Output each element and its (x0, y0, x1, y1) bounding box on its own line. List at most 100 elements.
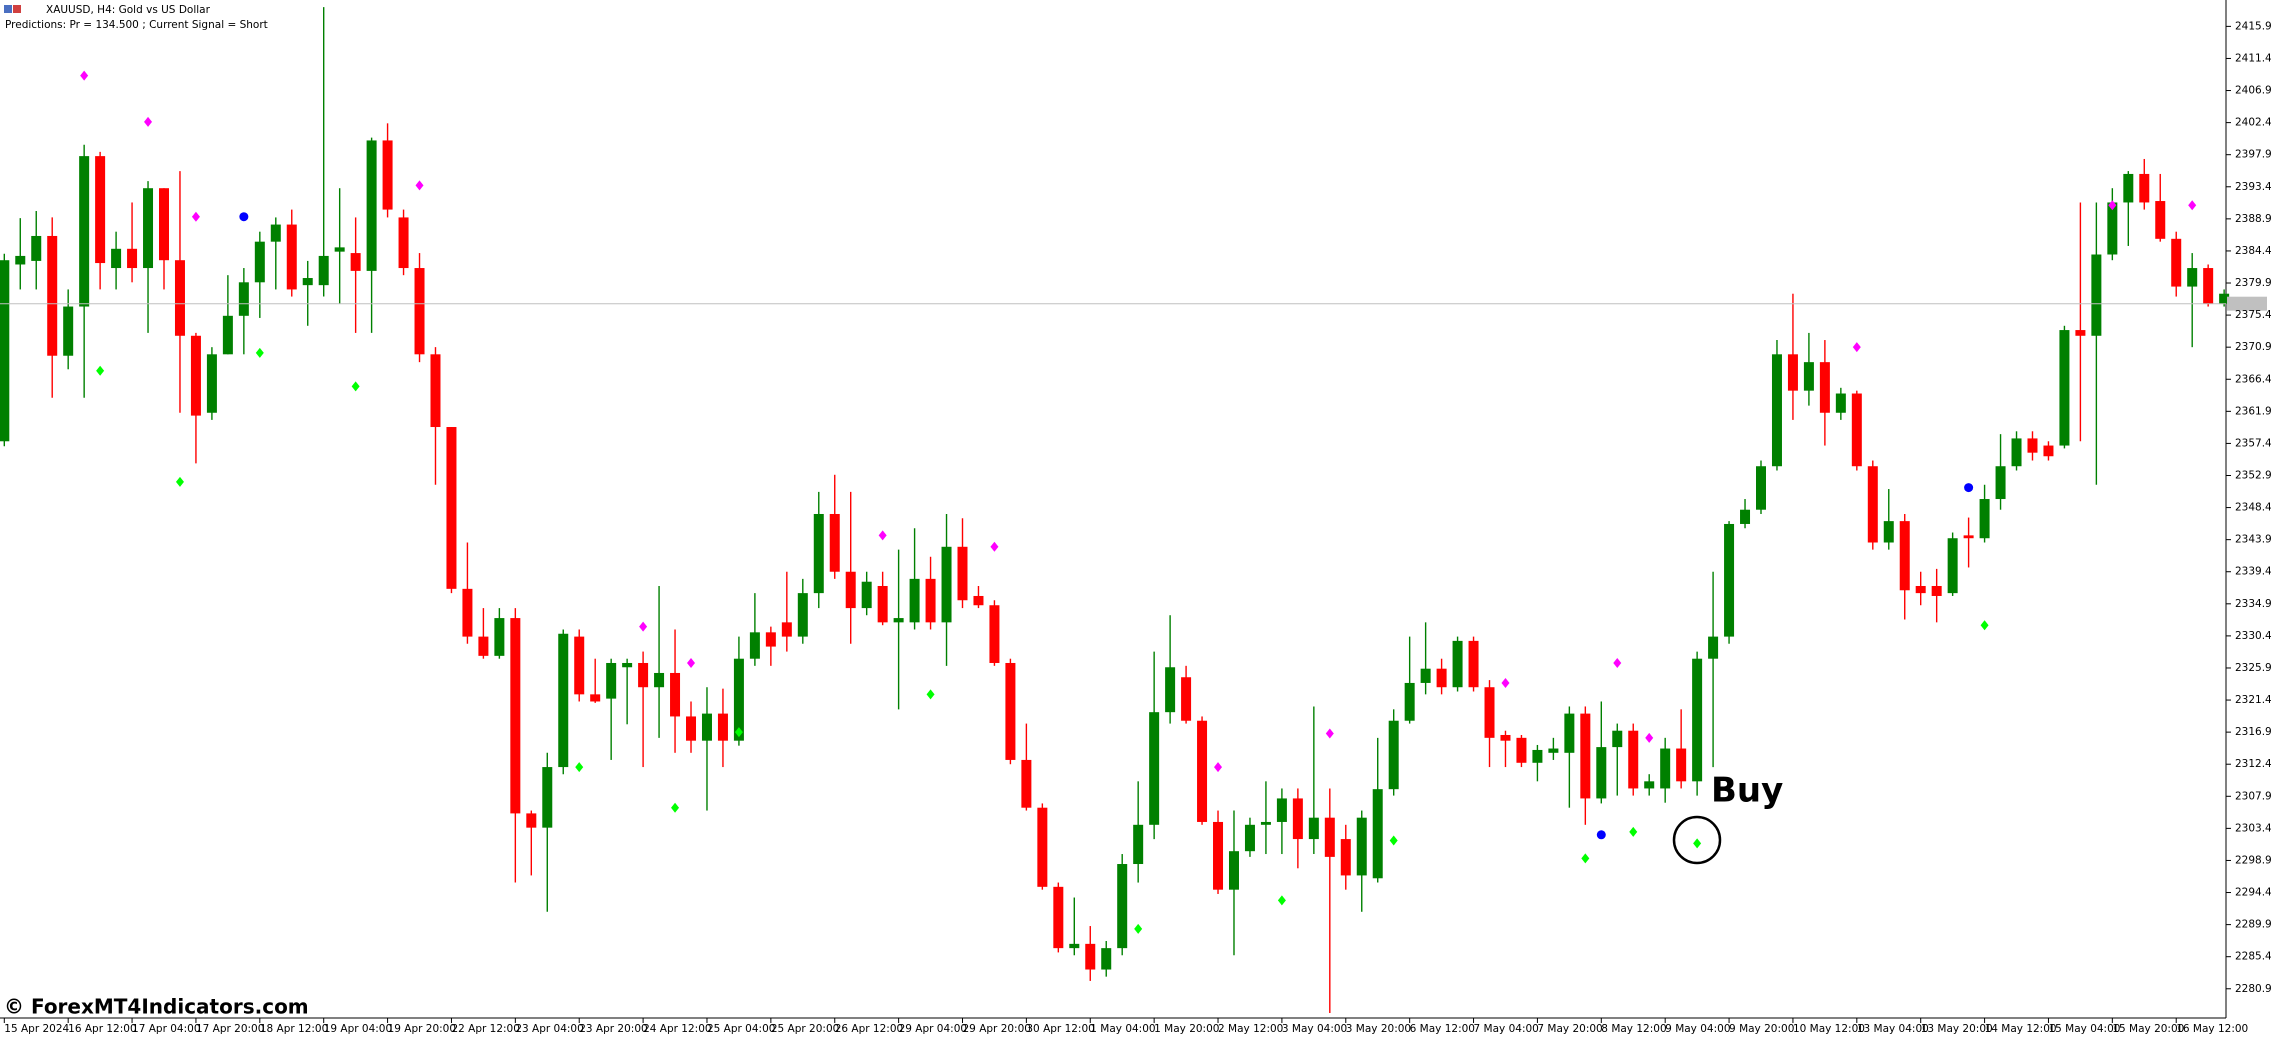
x-tick-label: 23 Apr 04:00 (515, 1023, 583, 1035)
signal-diamond (1134, 923, 1143, 934)
signal-diamond (575, 762, 584, 773)
candle-body (558, 633, 569, 768)
candle-body (1085, 943, 1096, 970)
signal-diamond (1277, 895, 1286, 906)
candle-body (1548, 748, 1559, 753)
symbol-icon (4, 5, 21, 13)
candle-body (749, 632, 760, 659)
candle-body (254, 241, 265, 283)
candle-body (1580, 713, 1591, 799)
candle-body (542, 767, 553, 828)
candle-body (1228, 851, 1239, 890)
candle-body (1452, 640, 1463, 688)
signal-diamond (990, 541, 999, 552)
candle-body (350, 253, 361, 271)
x-tick-label: 13 May 20:00 (1921, 1023, 1993, 1035)
candle-body (973, 595, 984, 606)
candle-body (654, 672, 665, 688)
y-tick-label: 2379.90 (2235, 277, 2271, 289)
candle-body (2075, 330, 2086, 336)
candle-body (1308, 817, 1319, 840)
candle-body (1181, 677, 1192, 721)
y-tick-label: 2321.40 (2235, 694, 2271, 706)
candle-body (1724, 523, 1735, 637)
candle-body (414, 268, 425, 355)
signal-diamond (1852, 342, 1861, 353)
x-tick-label: 8 May 12:00 (1601, 1023, 1666, 1035)
candle-body (1197, 720, 1208, 822)
x-tick-label: 19 Apr 04:00 (324, 1023, 392, 1035)
candle-body (143, 188, 154, 269)
y-tick-label: 2307.90 (2235, 790, 2271, 802)
x-tick-label: 14 May 12:00 (1985, 1023, 2057, 1035)
x-tick-label: 29 Apr 20:00 (963, 1023, 1031, 1035)
candle-body (174, 260, 185, 336)
signal-diamond (351, 381, 360, 392)
candle-body (1404, 682, 1415, 721)
candle-body (2107, 202, 2118, 255)
y-tick-label: 2285.40 (2235, 951, 2271, 963)
candle-body (701, 713, 712, 741)
candle-body (1260, 821, 1271, 825)
candle-body (47, 235, 58, 356)
candle-body (909, 578, 920, 623)
y-tick-label: 2312.40 (2235, 758, 2271, 770)
candle-body (190, 335, 201, 416)
candle-body (286, 224, 297, 290)
candle-body (79, 156, 90, 307)
candle-body (1979, 499, 1990, 539)
candle-body (1596, 747, 1607, 799)
candle-body (15, 255, 26, 265)
candle-body (1276, 798, 1287, 822)
x-tick-label: 3 May 04:00 (1282, 1023, 1347, 1035)
candle-body (1660, 748, 1671, 789)
signal-diamond (144, 116, 153, 127)
candle-body (1915, 585, 1926, 594)
candle-body (1292, 798, 1303, 840)
y-tick-label: 2393.40 (2235, 181, 2271, 193)
y-tick-label: 2316.90 (2235, 726, 2271, 738)
candle-body (1692, 658, 1703, 782)
y-tick-label: 2343.90 (2235, 534, 2271, 546)
candle-body (238, 282, 249, 316)
candle-body (366, 140, 377, 271)
x-tick-label: 16 May 12:00 (2176, 1023, 2248, 1035)
candle-body (1995, 466, 2006, 500)
signal-diamond (1581, 853, 1590, 864)
y-tick-label: 2330.40 (2235, 630, 2271, 642)
x-tick-label: 17 Apr 04:00 (132, 1023, 200, 1035)
signal-diamond (671, 802, 680, 813)
candle-body (1484, 687, 1495, 738)
candle-body (1803, 362, 1814, 391)
candle-body (382, 140, 393, 210)
candle-body (1532, 749, 1543, 763)
y-tick-label: 2370.90 (2235, 341, 2271, 353)
candle-body (1500, 734, 1511, 741)
candle-body (877, 585, 888, 623)
x-tick-label: 17 Apr 20:00 (196, 1023, 264, 1035)
candle-body (318, 255, 329, 286)
candle-body (1883, 521, 1894, 543)
signal-diamond (415, 180, 424, 191)
x-tick-label: 7 May 04:00 (1474, 1023, 1539, 1035)
candle-body (1244, 824, 1255, 852)
chart-title: XAUUSD, H4: Gold vs US Dollar (46, 4, 211, 16)
y-tick-label: 2298.90 (2235, 854, 2271, 866)
candle-body (765, 632, 776, 647)
candle-body (1612, 730, 1623, 748)
candle-body (1756, 466, 1766, 510)
x-tick-label: 6 May 12:00 (1410, 1023, 1475, 1035)
y-tick-label: 2402.40 (2235, 117, 2271, 129)
candle-body (1149, 712, 1160, 825)
candle-body (1468, 640, 1479, 688)
candle-body (2171, 238, 2182, 287)
candle-body (2187, 268, 2198, 287)
y-tick-label: 2289.90 (2235, 919, 2271, 931)
y-tick-label: 2384.40 (2235, 245, 2271, 257)
current-price-box (2227, 296, 2267, 311)
candle-body (1005, 662, 1016, 760)
y-tick-label: 2375.40 (2235, 309, 2271, 321)
signal-diamond (255, 347, 264, 358)
candle-body (1771, 354, 1782, 467)
candle-body (2139, 173, 2150, 203)
